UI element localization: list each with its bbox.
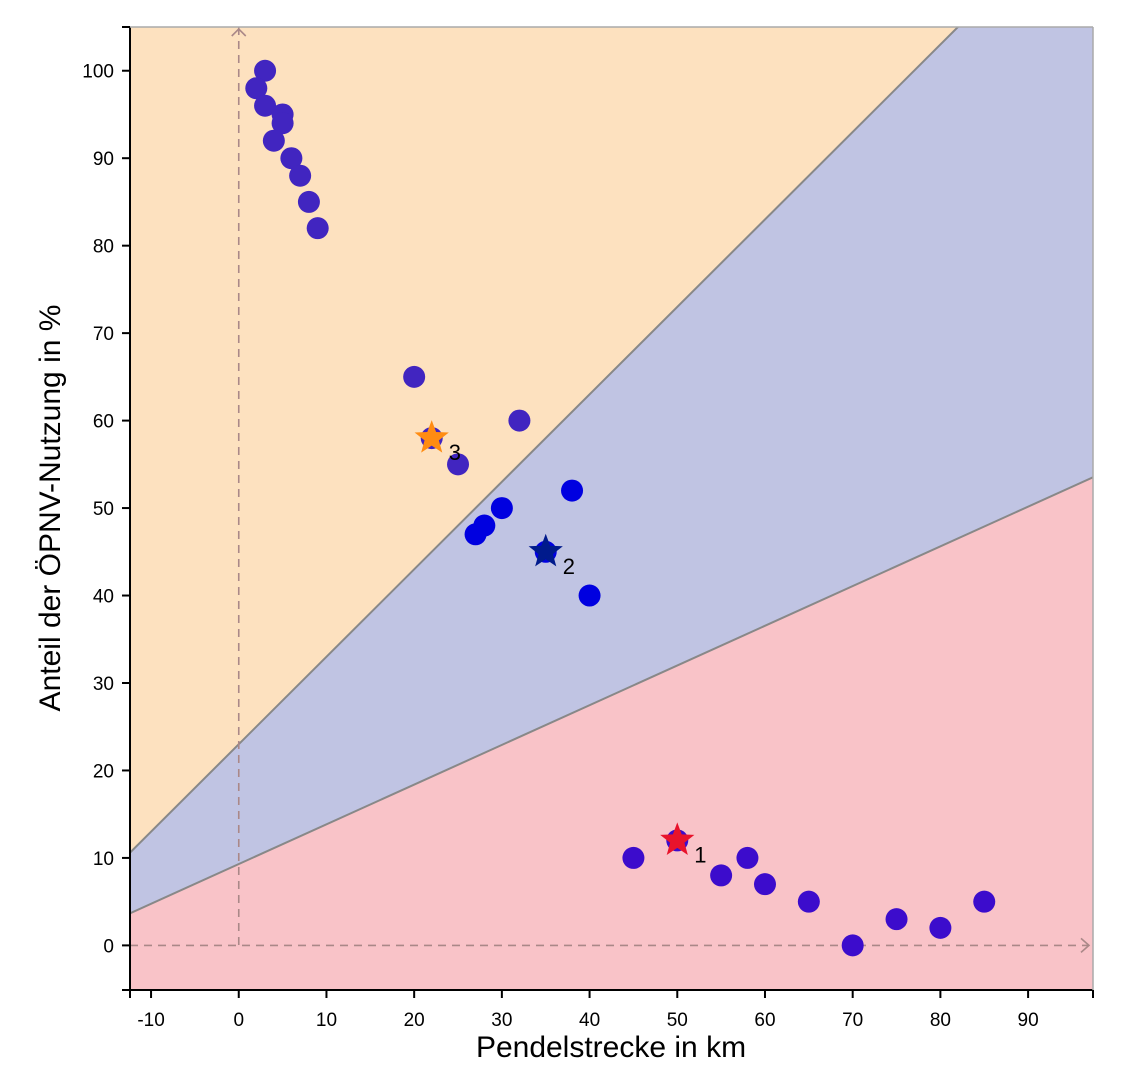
data-point bbox=[306, 217, 329, 240]
data-point bbox=[403, 365, 426, 388]
data-point bbox=[736, 846, 759, 869]
data-point bbox=[578, 584, 601, 607]
x-axis-label: Pendelstrecke in km bbox=[476, 1031, 746, 1064]
region-upper bbox=[130, 27, 1093, 853]
centroid-star-icon bbox=[660, 822, 695, 855]
data-point bbox=[280, 147, 303, 170]
data-point bbox=[245, 77, 268, 100]
data-point bbox=[271, 112, 294, 135]
data-point bbox=[710, 864, 733, 887]
centroid-label: 3 bbox=[449, 440, 461, 465]
x-tick-label: 80 bbox=[930, 1010, 951, 1031]
y-tick-label: 80 bbox=[93, 237, 114, 258]
data-point bbox=[561, 479, 584, 502]
x-tick-label: -10 bbox=[137, 1010, 164, 1031]
x-tick-label: 30 bbox=[491, 1010, 512, 1031]
data-point bbox=[797, 890, 820, 913]
x-tick-label: 10 bbox=[316, 1010, 337, 1031]
data-point bbox=[297, 190, 320, 213]
y-tick-label: 0 bbox=[103, 936, 114, 957]
y-tick-label: 70 bbox=[93, 324, 114, 345]
data-point bbox=[973, 890, 996, 913]
data-point bbox=[622, 846, 645, 869]
y-axis-label: Anteil der ÖPNV-Nutzung in % bbox=[34, 305, 67, 712]
x-tick-label: 40 bbox=[579, 1010, 600, 1031]
data-point bbox=[929, 916, 952, 939]
data-point bbox=[262, 129, 285, 152]
x-tick-label: 70 bbox=[842, 1010, 863, 1031]
region-lower bbox=[130, 477, 1093, 990]
data-point bbox=[254, 94, 277, 117]
boundary-line-1 bbox=[130, 27, 960, 854]
x-tick-label: 0 bbox=[233, 1010, 244, 1031]
centroid-label: 1 bbox=[694, 842, 706, 867]
data-point bbox=[490, 497, 513, 520]
y-tick-label: 100 bbox=[82, 62, 114, 83]
x-tick-label: 50 bbox=[667, 1010, 688, 1031]
data-point bbox=[841, 934, 864, 957]
data-point bbox=[447, 453, 470, 476]
centroid-label: 2 bbox=[563, 554, 575, 579]
data-point bbox=[254, 59, 277, 82]
data-point bbox=[885, 908, 908, 931]
y-tick-label: 20 bbox=[93, 761, 114, 782]
boundary-line-2 bbox=[130, 476, 1093, 915]
data-point bbox=[289, 164, 312, 187]
data-point bbox=[464, 523, 487, 546]
centroid-star-icon bbox=[414, 420, 449, 453]
x-tick-label: 90 bbox=[1018, 1010, 1039, 1031]
y-tick-label: 50 bbox=[93, 499, 114, 520]
region-middle bbox=[130, 27, 1093, 914]
arrow-right-icon bbox=[1080, 937, 1091, 953]
arrow-up-icon bbox=[231, 27, 247, 37]
data-point bbox=[753, 873, 776, 896]
x-tick-label: 60 bbox=[754, 1010, 775, 1031]
y-tick-label: 10 bbox=[93, 849, 114, 870]
y-tick-label: 40 bbox=[93, 587, 114, 608]
y-tick-label: 60 bbox=[93, 412, 114, 433]
data-point bbox=[508, 409, 531, 432]
x-tick-label: 20 bbox=[404, 1010, 425, 1031]
y-tick-label: 90 bbox=[93, 149, 114, 170]
y-tick-label: 30 bbox=[93, 674, 114, 695]
centroid-star-icon bbox=[528, 533, 563, 567]
